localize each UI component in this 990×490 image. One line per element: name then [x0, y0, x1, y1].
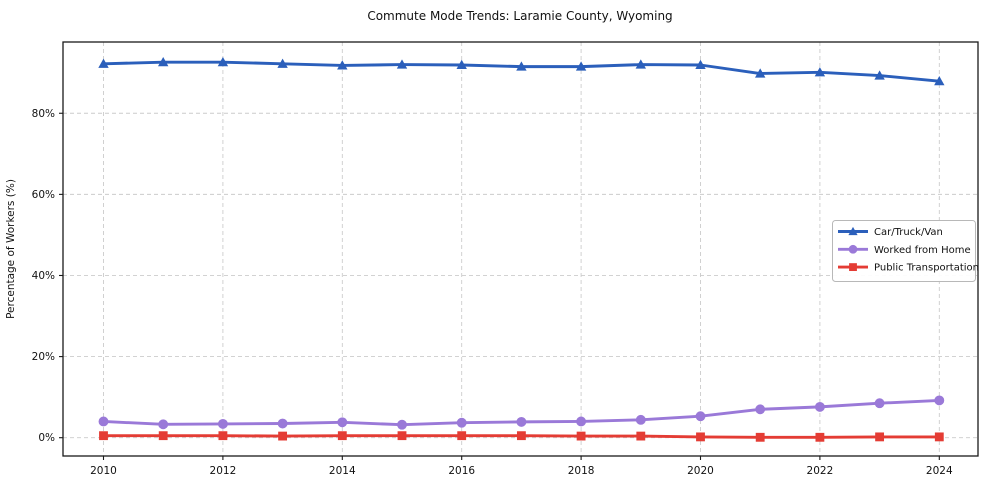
legend-box — [832, 220, 976, 282]
x-tick-label: 2014 — [329, 465, 356, 477]
axis-tick-labels: 2010 2012 2014 2016 2018 2020 2022 2024 0% 20% 40%… — [32, 108, 953, 477]
x-tick-label: 2022 — [807, 465, 834, 477]
data-point-marker — [278, 431, 288, 441]
data-point-marker — [934, 76, 945, 86]
data-point-marker — [576, 416, 587, 427]
data-point-marker — [457, 431, 467, 441]
data-point-marker — [337, 417, 348, 428]
data-point-marker — [396, 59, 408, 69]
data-point-marker — [635, 414, 646, 425]
y-tick-label: 80% — [32, 108, 55, 120]
axis-ticks — [59, 112, 940, 460]
x-tick-label: 2010 — [90, 465, 117, 477]
y-tick-label: 40% — [32, 270, 55, 282]
data-point-marker — [635, 59, 646, 69]
y-axis-label: Percentage of Workers (%) — [5, 179, 17, 319]
data-point-marker — [874, 70, 885, 80]
x-tick-label: 2020 — [687, 465, 714, 477]
data-point-marker — [849, 263, 857, 272]
data-point-marker — [337, 60, 348, 70]
data-point-marker — [755, 68, 766, 78]
data-point-marker — [934, 395, 945, 406]
y-tick-label: 60% — [32, 189, 55, 201]
series-car-truck-van — [98, 56, 945, 86]
data-point-marker — [218, 431, 228, 441]
data-point-marker — [158, 431, 168, 441]
data-point-marker — [158, 56, 169, 67]
data-point-marker — [158, 419, 169, 430]
data-point-marker — [217, 418, 228, 429]
data-point-marker — [516, 431, 526, 441]
data-point-marker — [848, 244, 858, 254]
data-point-marker — [277, 58, 288, 68]
legend-label: Public Transportation — [874, 263, 979, 274]
x-tick-label: 2016 — [448, 465, 475, 477]
data-point-marker — [516, 416, 527, 427]
data-point-marker — [696, 432, 705, 442]
data-point-marker — [98, 58, 109, 68]
data-point-marker — [456, 417, 467, 428]
data-point-marker — [516, 61, 527, 71]
data-point-marker — [875, 432, 885, 442]
data-point-marker — [397, 431, 407, 441]
data-point-marker — [217, 56, 229, 67]
plot-frame — [62, 41, 979, 457]
data-point-marker — [848, 226, 858, 236]
data-point-marker — [397, 419, 407, 430]
data-point-marker — [815, 432, 825, 442]
legend-label: Car/Truck/Van — [874, 227, 943, 238]
data-point-marker — [814, 401, 825, 412]
data-point-marker — [575, 61, 587, 71]
data-point-marker — [934, 432, 944, 442]
legend: Car/Truck/Van Worked from Home Public Tran… — [832, 220, 979, 282]
x-tick-label: 2012 — [210, 465, 237, 477]
data-point-marker — [755, 432, 765, 442]
data-point-marker — [576, 431, 586, 441]
legend-label: Worked from Home — [874, 245, 971, 256]
legend-entry: Car/Truck/Van — [838, 226, 943, 238]
legend-entry: Worked from Home — [838, 245, 971, 256]
series-worked-from-home — [98, 395, 945, 430]
data-point-marker — [99, 431, 108, 441]
data-point-marker — [277, 418, 288, 429]
data-point-marker — [337, 431, 347, 441]
data-point-marker — [755, 404, 766, 415]
data-point-marker — [456, 59, 467, 70]
legend-entry: Public Transportation — [838, 263, 979, 274]
y-tick-label: 0% — [38, 432, 55, 444]
data-point-marker — [695, 411, 706, 422]
data-point-marker — [814, 67, 826, 77]
data-point-marker — [874, 398, 885, 409]
data-point-marker — [98, 416, 109, 427]
chart-title: Commute Mode Trends: Laramie County, Wyo… — [367, 9, 673, 23]
data-point-marker — [636, 431, 646, 441]
x-tick-label: 2024 — [926, 465, 953, 477]
series-public-transportation — [99, 431, 944, 442]
x-tick-label: 2018 — [568, 465, 595, 477]
y-tick-label: 20% — [32, 351, 55, 363]
data-point-marker — [695, 59, 706, 70]
